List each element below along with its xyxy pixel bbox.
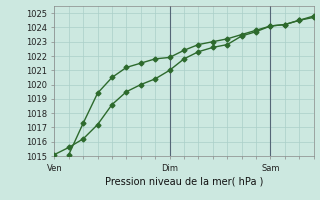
- X-axis label: Pression niveau de la mer( hPa ): Pression niveau de la mer( hPa ): [105, 177, 263, 187]
